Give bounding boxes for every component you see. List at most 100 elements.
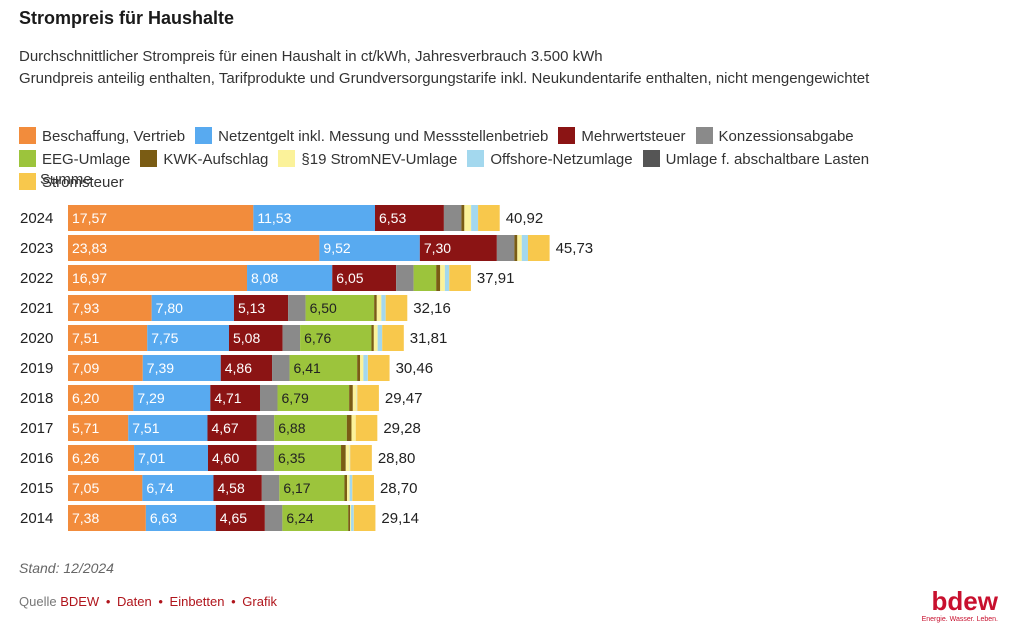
bar-data-label: 6,35 xyxy=(278,450,305,466)
bar-data-label: 7,09 xyxy=(72,360,99,376)
bar-segment xyxy=(352,475,374,501)
bar-segment xyxy=(375,205,444,231)
year-tick-label: 2018 xyxy=(20,390,53,407)
bar-segment xyxy=(464,205,472,231)
legend-item: Stromsteuer xyxy=(19,171,124,194)
legend-label: Umlage f. abschaltbare Lasten xyxy=(665,151,870,168)
legend-label: EEG-Umlage xyxy=(42,151,131,168)
bar-segment xyxy=(353,505,376,531)
bar-segment xyxy=(357,355,361,381)
bar-segment xyxy=(68,385,134,411)
bar-data-label: 7,30 xyxy=(424,240,451,256)
bar-segment xyxy=(305,295,375,321)
year-tick-label: 2020 xyxy=(20,330,53,347)
bar-segment xyxy=(288,295,306,321)
bar-total-label: 28,70 xyxy=(380,480,418,497)
bar-data-label: 7,38 xyxy=(72,510,99,526)
bar-segment xyxy=(256,445,275,471)
grafik-link[interactable]: Grafik xyxy=(242,594,277,609)
bar-segment xyxy=(352,385,357,411)
bar-segment xyxy=(247,265,333,291)
bar-data-label: 6,05 xyxy=(336,270,363,286)
bar-segment xyxy=(142,475,214,501)
bar-segment xyxy=(220,355,273,381)
daten-link[interactable]: Daten xyxy=(117,594,152,609)
legend-label: Offshore-Netzumlage xyxy=(490,151,633,168)
bar-data-label: 5,71 xyxy=(72,420,99,436)
bar-total-label: 29,28 xyxy=(383,420,421,437)
bar-data-label: 7,80 xyxy=(156,300,183,316)
bar-data-label: 7,93 xyxy=(72,300,99,316)
bar-data-label: 4,58 xyxy=(217,480,244,496)
footer: Quelle BDEW • Daten • Einbetten • Grafik xyxy=(19,594,277,609)
year-tick-label: 2021 xyxy=(20,300,53,317)
bar-segment xyxy=(413,265,437,291)
bar-total-label: 32,16 xyxy=(413,300,451,317)
bar-segment xyxy=(355,415,378,441)
legend-label: Stromsteuer xyxy=(42,174,124,191)
bar-data-label: 6,26 xyxy=(72,450,99,466)
bar-data-label: 6,79 xyxy=(282,390,309,406)
bar-segment xyxy=(471,205,479,231)
bar-segment xyxy=(332,265,397,291)
bar-segment xyxy=(419,235,497,261)
bar-segment xyxy=(68,475,143,501)
year-tick-label: 2014 xyxy=(20,510,53,527)
bar-segment xyxy=(527,235,550,261)
bar-data-label: 7,51 xyxy=(132,420,159,436)
subtitle-line-1: Durchschnittlicher Strompreis für einen … xyxy=(19,48,603,65)
bar-segment xyxy=(444,265,450,291)
legend-item: KWK-Aufschlag xyxy=(140,148,268,171)
legend-label: Netzentgelt inkl. Messung und Messstelle… xyxy=(218,128,549,145)
bar-segment xyxy=(68,415,129,441)
bar-segment xyxy=(277,385,350,411)
bdew-logo: bdew Energie. Wasser. Leben. xyxy=(922,588,998,623)
bar-data-label: 4,65 xyxy=(220,510,247,526)
subtitle-line-2: Grundpreis anteilig enthalten, Tarifprod… xyxy=(19,70,870,87)
bar-segment xyxy=(274,445,342,471)
bar-segment xyxy=(478,205,500,231)
bar-segment xyxy=(210,385,261,411)
einbetten-link[interactable]: Einbetten xyxy=(169,594,225,609)
bar-segment xyxy=(461,205,465,231)
legend-swatch xyxy=(140,150,158,167)
bar-segment xyxy=(68,295,152,321)
bar-segment xyxy=(133,385,211,411)
legend-swatch xyxy=(19,173,36,190)
bar-segment xyxy=(360,355,364,381)
bar-segment xyxy=(256,415,275,441)
bar-segment xyxy=(142,355,221,381)
bar-data-label: 5,08 xyxy=(233,330,260,346)
bar-segment xyxy=(517,235,522,261)
bar-segment xyxy=(207,445,257,471)
legend-summe-label: Summe xyxy=(40,171,92,188)
year-tick-label: 2022 xyxy=(20,270,53,287)
bar-data-label: 7,39 xyxy=(147,360,174,376)
chart-subtitle: Durchschnittlicher Strompreis für einen … xyxy=(19,46,869,90)
bar-segment xyxy=(396,265,414,291)
bar-data-label: 6,41 xyxy=(294,360,321,376)
bar-segment xyxy=(68,505,146,531)
source-link[interactable]: BDEW xyxy=(60,594,100,609)
bar-segment xyxy=(348,505,351,531)
bar-segment xyxy=(344,475,348,501)
bar-data-label: 6,76 xyxy=(304,330,331,346)
bar-segment xyxy=(376,295,382,321)
bar-data-label: 7,51 xyxy=(72,330,99,346)
legend-label: Beschaffung, Vertrieb xyxy=(42,128,186,145)
bar-segment xyxy=(151,295,234,321)
bar-segment xyxy=(68,445,135,471)
bar-data-label: 4,60 xyxy=(212,450,239,466)
bar-segment xyxy=(350,445,372,471)
bar-segment xyxy=(282,505,349,531)
legend-item: Mehrwertsteuer xyxy=(558,125,686,148)
bar-data-label: 4,86 xyxy=(225,360,252,376)
bar-total-label: 29,14 xyxy=(381,510,419,527)
bar-data-label: 6,53 xyxy=(379,210,406,226)
bar-segment xyxy=(260,385,278,411)
bar-segment xyxy=(514,235,518,261)
bar-segment xyxy=(521,235,528,261)
bar-data-label: 6,17 xyxy=(283,480,310,496)
bar-segment xyxy=(68,265,248,291)
bar-total-label: 45,73 xyxy=(556,240,594,257)
